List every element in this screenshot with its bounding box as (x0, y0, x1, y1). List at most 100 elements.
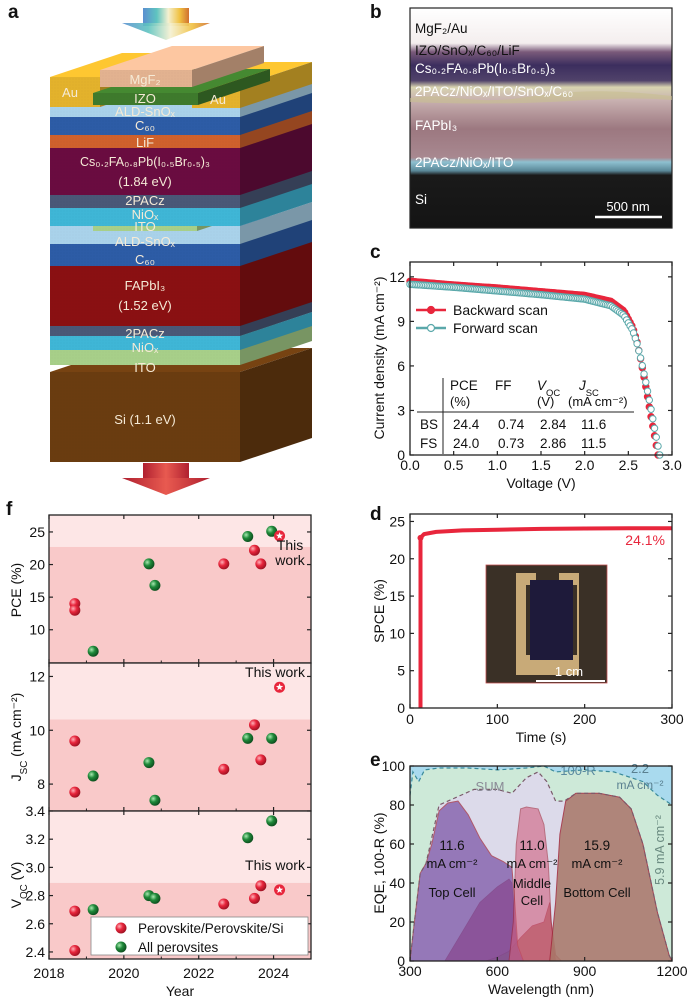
x-tick-label: 1.0 (488, 457, 508, 473)
perovskite-perovskite-si-point (69, 604, 81, 616)
layer-label: 2PACz (125, 193, 165, 208)
star-icon (275, 532, 284, 539)
incident-light-arrow-shaft (143, 8, 189, 26)
x-tick-label: 2022 (183, 965, 214, 981)
table-header-part: SC (586, 388, 599, 399)
layer-4-side-face (240, 107, 312, 148)
cell-name-label: Middle (513, 876, 551, 891)
x-tick-label: 300 (398, 963, 422, 979)
sem-interlayer (410, 91, 672, 104)
table-cell: 24.4 (453, 417, 480, 432)
layer-11-texture (50, 262, 240, 326)
parasitic-loss-label: 5.9 mA cm⁻² (653, 815, 667, 885)
y-axis-label-part: (mA cm⁻²) (8, 693, 24, 761)
this-work-label: work (274, 552, 306, 568)
x-tick-label: 100 (486, 711, 510, 727)
jsc-unit-label: mA cm⁻² (427, 856, 479, 871)
all-perovskite-point (143, 757, 155, 769)
layer-9-side-face (240, 202, 312, 244)
this-work-label: This work (245, 857, 306, 873)
y-tick-label: 2.8 (26, 888, 46, 904)
plot-frame (48, 810, 312, 960)
perovskite-perovskite-si-point (255, 880, 267, 892)
device-photo-inset: 1 cm (485, 564, 608, 684)
layer-label: ITO (134, 219, 155, 234)
jsc-unit-label: mA cm⁻² (507, 856, 559, 871)
transmitted-light-arrow-head (122, 478, 210, 495)
y-axis-label-part: J (8, 774, 24, 781)
y-tick-label: 20 (29, 557, 45, 573)
table-cell: 0.73 (498, 436, 524, 451)
y-tick-label: 2.6 (26, 916, 46, 932)
x-tick-label: 300 (660, 711, 684, 727)
table-unit: (mA cm⁻²) (568, 394, 628, 409)
star-icon (275, 886, 284, 893)
layer-15-texture (50, 372, 240, 462)
legend-label: Forward scan (453, 320, 538, 336)
layer-10-texture (50, 240, 240, 266)
table-header-part: V (537, 378, 548, 393)
perovskite-perovskite-si-point (255, 558, 267, 570)
panel-label-e: e (370, 750, 381, 771)
y-tick-label: 9 (397, 313, 405, 329)
sem-layer-label: Si (415, 192, 427, 207)
y-tick-label: 0 (397, 447, 405, 463)
y-tick-label: 10 (29, 622, 45, 638)
layer-bandgap-label: (1.84 eV) (118, 174, 171, 189)
all-perovskite-point (149, 579, 161, 591)
layer-label: ALD-SnOₓ (115, 104, 176, 119)
y-axis-label: JSC (mA cm⁻²) (8, 693, 30, 782)
sem-layer-label: FAPbI₃ (415, 118, 457, 133)
reflection-curve (409, 765, 673, 806)
table-header-part: PCE (450, 378, 478, 393)
y-tick-label: 15 (389, 588, 405, 604)
cell-name-label: Bottom Cell (563, 885, 630, 900)
data-point (638, 361, 647, 370)
table-cell: 11.6 (581, 417, 606, 432)
legend-marker (426, 323, 436, 333)
legend-label: Perovskite/Perovskite/Si (138, 921, 284, 936)
jsc-unit-label: mA cm⁻² (572, 856, 624, 871)
y-tick-label: 6 (397, 358, 405, 374)
panel-label-d: d (370, 504, 382, 525)
sem-layer-label: Cs₀.₂FA₀.₈Pb(I₀.₅Br₀.₅)₃ (415, 61, 555, 76)
transmitted-light-arrow-shaft (143, 463, 189, 480)
layer-14-side-face (240, 324, 312, 365)
jsc-value-label: 11.6 (439, 838, 464, 853)
y-axis-label-part: OC (19, 884, 30, 899)
panel-label-c: c (370, 242, 381, 263)
plot-frame (409, 765, 673, 962)
table-header-part: J (578, 378, 586, 393)
y-axis-label-part: V (8, 898, 24, 908)
layer-0-texture (100, 70, 192, 87)
table-row-label: FS (420, 436, 437, 451)
perovskite-perovskite-si-point (248, 892, 260, 904)
legend-marker-green (115, 941, 127, 953)
layer-bandgap-label: (1.52 eV) (118, 298, 171, 313)
all-perovskite-point (87, 770, 99, 782)
data-point (642, 378, 650, 386)
all-perovskite-point (143, 558, 155, 570)
au-electrode-left-texture (50, 77, 100, 107)
sem-layer-label: IZO/SnOₓ/C₆₀/LiF (415, 43, 520, 58)
x-tick-label: 1200 (656, 963, 687, 979)
y-axis-label-part: PCE (8, 588, 24, 617)
layer-7-texture (50, 204, 240, 226)
x-tick-label: 900 (573, 963, 597, 979)
y-tick-label: 3.2 (26, 831, 46, 847)
y-axis-label-part: (V) (8, 862, 24, 885)
y-tick-label: 0 (397, 953, 405, 969)
layer-label: C₆₀ (135, 118, 155, 133)
this-work-label: This work (245, 664, 306, 680)
layer-1-side-face (198, 69, 270, 105)
y-tick-label: 3.4 (26, 803, 46, 819)
sem-layer-label: MgF₂/Au (415, 21, 468, 36)
x-tick-label: 1.5 (531, 457, 551, 473)
data-point (640, 370, 648, 378)
y-axis-label-part: (%) (8, 563, 24, 589)
perovskite-perovskite-si-point (69, 905, 81, 917)
y-tick-label: 12 (389, 269, 405, 285)
layer-13-side-face (240, 312, 312, 350)
x-tick-label: 3.0 (662, 457, 682, 473)
layer-0-top-face (100, 46, 264, 70)
